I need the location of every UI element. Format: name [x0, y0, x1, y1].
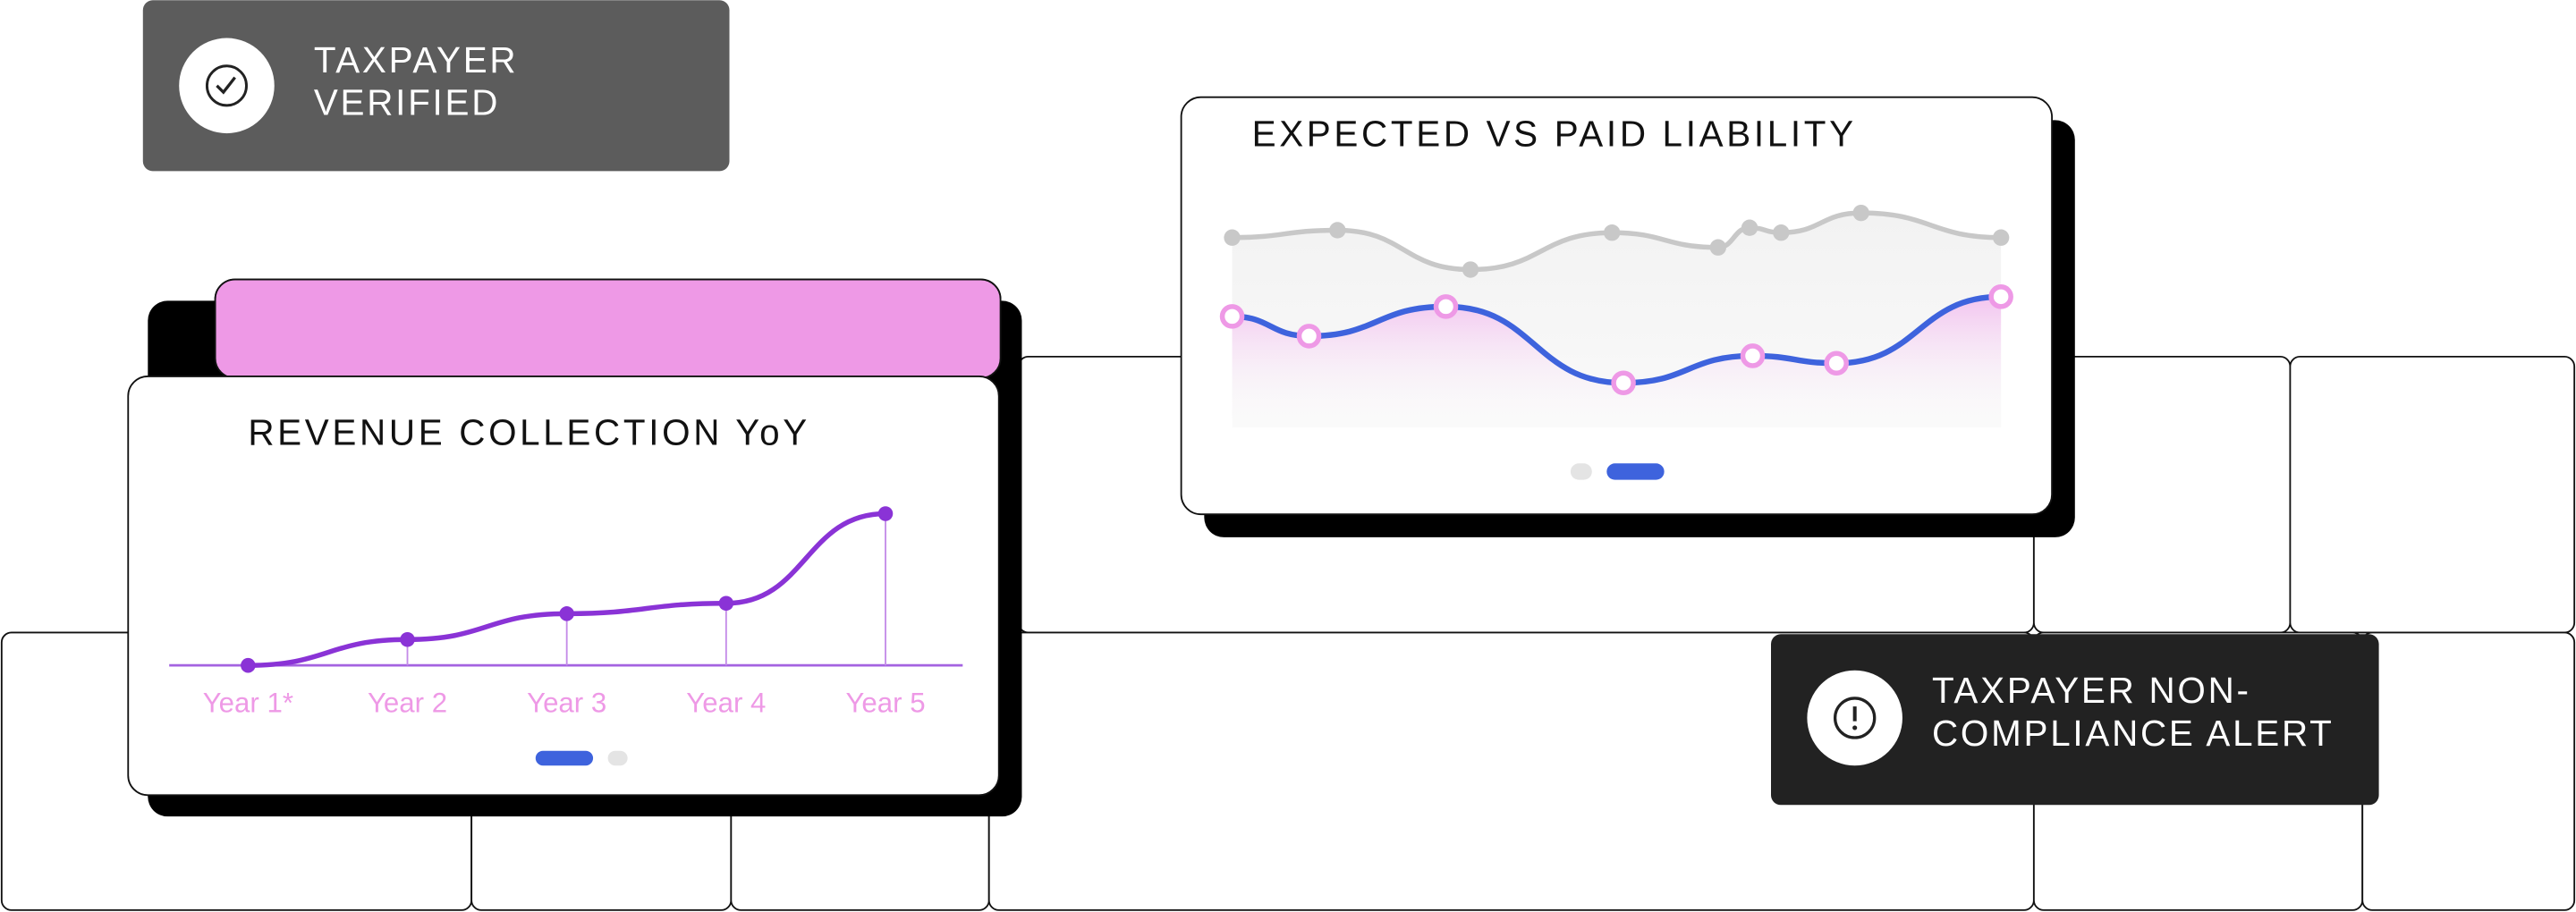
point [1604, 224, 1621, 241]
x-tick-label: Year 3 [527, 688, 606, 719]
x-tick-label: Year 4 [686, 688, 766, 719]
point [1219, 304, 1245, 329]
point [1709, 239, 1726, 256]
point [1296, 324, 1322, 349]
badge-text: VERIFIED [314, 82, 500, 123]
chart-title: EXPECTED VS PAID LIABILITY [1252, 113, 1857, 154]
line [1232, 210, 2002, 273]
badge-text: TAXPAYER NON- [1932, 670, 2251, 711]
point [1741, 219, 1758, 236]
chart-card: REVENUE COLLECTION YoY Year 1* Year 2 Year… [127, 278, 1022, 817]
area [1232, 296, 2002, 427]
point [1824, 350, 1849, 376]
point [1992, 229, 2010, 246]
point [1611, 370, 1636, 396]
point [1462, 261, 1479, 278]
badge-text: TAXPAYER [314, 39, 519, 80]
point [877, 506, 894, 521]
x-tick-label: Year 1* [203, 688, 293, 719]
point [718, 595, 734, 612]
chart-card: EXPECTED VS PAID LIABILITY [1180, 96, 2075, 537]
point [1433, 294, 1459, 319]
point [1224, 229, 1241, 246]
badge-alert: TAXPAYER NON- COMPLIANCE ALERT [1771, 634, 2379, 806]
point [559, 606, 574, 621]
badge-text: COMPLIANCE ALERT [1932, 713, 2334, 754]
point [1773, 224, 1790, 241]
point [1852, 204, 1869, 222]
badge-verified: TAXPAYER VERIFIED [142, 0, 730, 172]
x-tick-label: Year 2 [368, 688, 447, 719]
point [1329, 222, 1346, 239]
point [400, 631, 415, 647]
point [241, 657, 256, 673]
point [1988, 284, 2013, 309]
chart-title: REVENUE COLLECTION YoY [248, 412, 810, 453]
point [1740, 343, 1766, 368]
x-tick-label: Year 5 [845, 688, 925, 719]
